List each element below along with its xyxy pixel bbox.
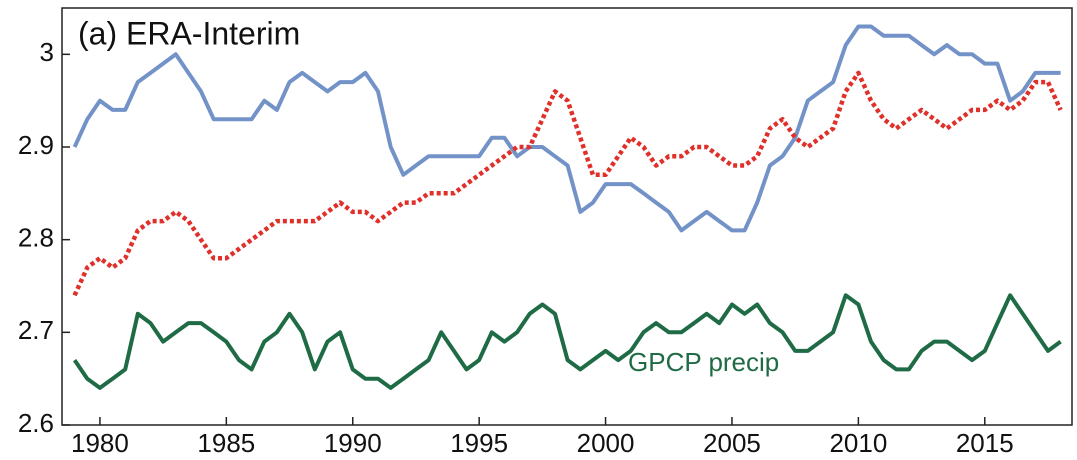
y-tick-label: 2.9 bbox=[18, 130, 54, 160]
x-tick-label: 2010 bbox=[829, 428, 887, 458]
plot-frame bbox=[61, 7, 1073, 426]
y-tick-label: 2.8 bbox=[18, 223, 54, 253]
chart-title: (a) ERA-Interim bbox=[78, 15, 300, 51]
series-line bbox=[72, 293, 1062, 390]
x-tick-label: 2015 bbox=[956, 428, 1014, 458]
x-tick-label: 1980 bbox=[71, 428, 129, 458]
y-tick-label: 2.7 bbox=[18, 315, 54, 345]
series-line bbox=[72, 24, 1061, 233]
x-tick-label: 1995 bbox=[450, 428, 508, 458]
x-tick-label: 2000 bbox=[577, 428, 635, 458]
x-tick-label: 1985 bbox=[197, 428, 255, 458]
series-label: GPCP precip bbox=[628, 347, 779, 377]
x-tick-label: 1990 bbox=[324, 428, 382, 458]
y-tick-label: 3 bbox=[40, 37, 54, 67]
series-line bbox=[72, 70, 1063, 297]
x-tick-label: 2005 bbox=[703, 428, 761, 458]
y-tick-label: 2.6 bbox=[18, 408, 54, 438]
